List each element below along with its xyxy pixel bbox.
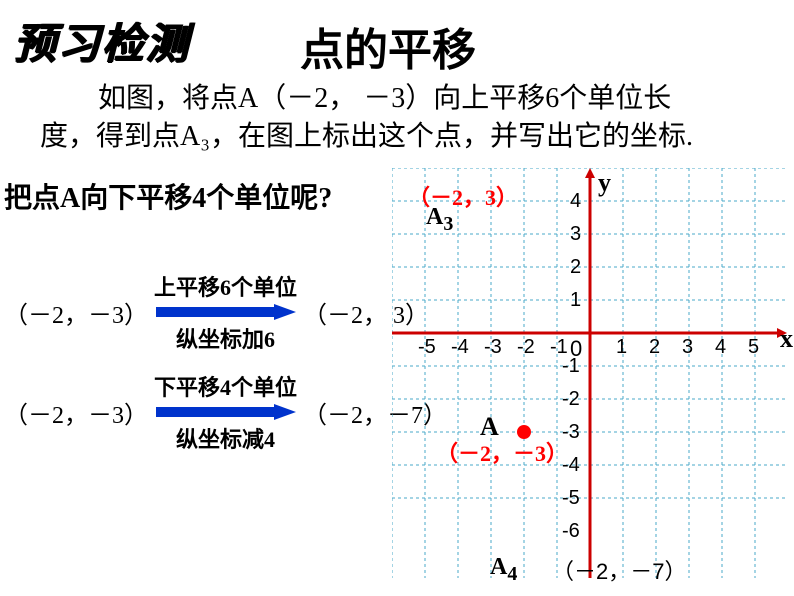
y-tick: -5: [562, 487, 580, 510]
preview-badge: 预习检测: [14, 10, 190, 71]
y-tick: -3: [562, 421, 580, 444]
t2-below: 纵坐标减4: [176, 422, 275, 454]
x-tick: 3: [682, 336, 693, 359]
t1-from: （－2，－3）: [4, 295, 148, 330]
y-tick: 2: [570, 256, 581, 279]
t1-above: 上平移6个单位: [154, 270, 297, 302]
x-axis-label: x: [780, 324, 793, 354]
page-title: 点的平移: [300, 14, 476, 78]
x-tick: 5: [748, 336, 759, 359]
y-tick: -1: [562, 355, 580, 378]
arrow-group-2: 下平移4个单位 纵坐标减4: [154, 370, 297, 454]
x-tick: -4: [451, 336, 469, 359]
x-tick: 2: [649, 336, 660, 359]
x-tick: 4: [715, 336, 726, 359]
t2-from: （－2，－3）: [4, 395, 148, 430]
x-tick: 1: [616, 336, 627, 359]
y-axis-label: y: [598, 168, 611, 198]
a4-coord: （－2，－7）: [552, 554, 686, 586]
x-tick: -5: [418, 336, 436, 359]
problem-description: 如图，将点A（－2， －3）向上平移6个单位长 度，得到点A₃，在图上标出这个点…: [40, 80, 760, 156]
sub-question: 把点A向下平移4个单位呢?: [4, 176, 332, 216]
t2-above: 下平移4个单位: [154, 370, 297, 402]
x-tick: -2: [517, 336, 535, 359]
a-coord: （－2，－3）: [436, 436, 568, 468]
y-tick: 4: [570, 190, 581, 213]
x-tick: -3: [484, 336, 502, 359]
arrow-right-icon: [156, 404, 296, 420]
transform-row-2: （－2，－3） 下平移4个单位 纵坐标减4 （－2，－7）: [4, 370, 447, 454]
y-tick: 3: [570, 223, 581, 246]
arrow-right-icon: [156, 304, 296, 320]
a3-label: A3: [426, 204, 453, 236]
y-tick: -6: [562, 520, 580, 543]
y-tick: -2: [562, 388, 580, 411]
t1-below: 纵坐标加6: [176, 322, 275, 354]
desc-line1: 如图，将点A（－2， －3）向上平移6个单位长: [98, 83, 671, 114]
coordinate-chart: y x 0 （－2，3） A3 A （－2，－3） A4 （－2，－7） -5-…: [392, 168, 787, 588]
transform-row-1: （－2，－3） 上平移6个单位 纵坐标加6 （－2， 3）: [4, 270, 429, 354]
arrow-group-1: 上平移6个单位 纵坐标加6: [154, 270, 297, 354]
a4-label: A4: [490, 554, 517, 586]
y-tick: 1: [570, 289, 581, 312]
a3-coord: （－2，3）: [408, 180, 518, 212]
desc-line2: 度，得到点A₃，在图上标出这个点，并写出它的坐标.: [40, 118, 760, 156]
y-tick: -4: [562, 454, 580, 477]
